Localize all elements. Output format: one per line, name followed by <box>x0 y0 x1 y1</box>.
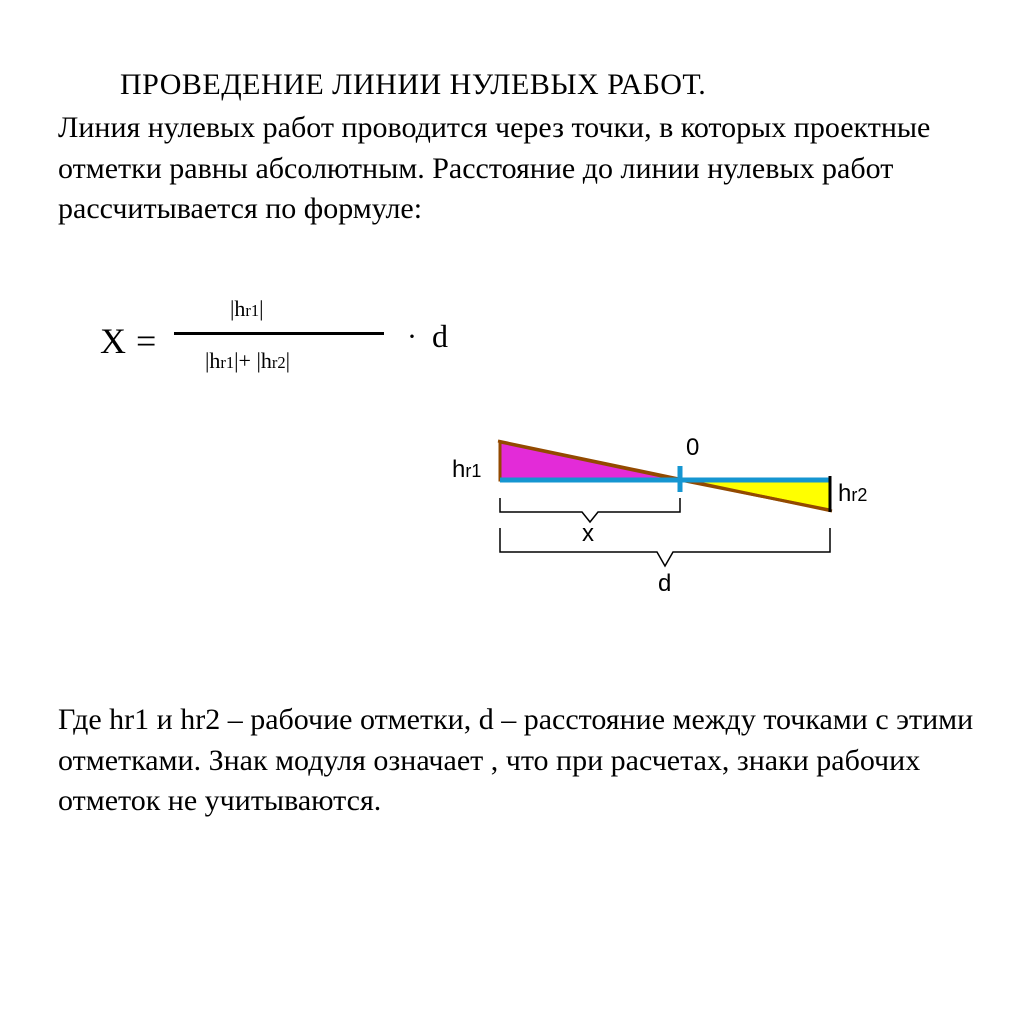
label-hr2: hr2 <box>838 480 867 508</box>
section-heading: ПРОВЕДЕНИЕ ЛИНИИ НУЛЕВЫХ РАБОТ. <box>120 68 706 102</box>
formula-dot: · <box>407 320 417 354</box>
formula-numerator: |hr1| <box>230 296 264 322</box>
formula-lhs: X <box>100 320 126 362</box>
cross-section-diagram: hr1 0 hr2 x d <box>470 420 870 615</box>
explanation-paragraph: Где hr1 и hr2 – рабочие отметки, d – рас… <box>58 700 978 822</box>
label-x: x <box>582 520 594 548</box>
label-zero: 0 <box>686 434 699 462</box>
intro-paragraph: Линия нулевых работ проводится через точ… <box>58 108 958 230</box>
label-hr1: hr1 <box>452 456 481 484</box>
formula-equals: = <box>136 320 156 362</box>
formula-d: d <box>432 318 448 355</box>
brace-x <box>500 498 680 522</box>
page: ПРОВЕДЕНИЕ ЛИНИИ НУЛЕВЫХ РАБОТ. Линия ну… <box>0 0 1024 1024</box>
brace-d <box>500 528 830 566</box>
label-d: d <box>658 570 671 598</box>
formula-denominator: |hr1|+ |hr2| <box>205 348 290 374</box>
fraction-bar <box>174 332 384 335</box>
